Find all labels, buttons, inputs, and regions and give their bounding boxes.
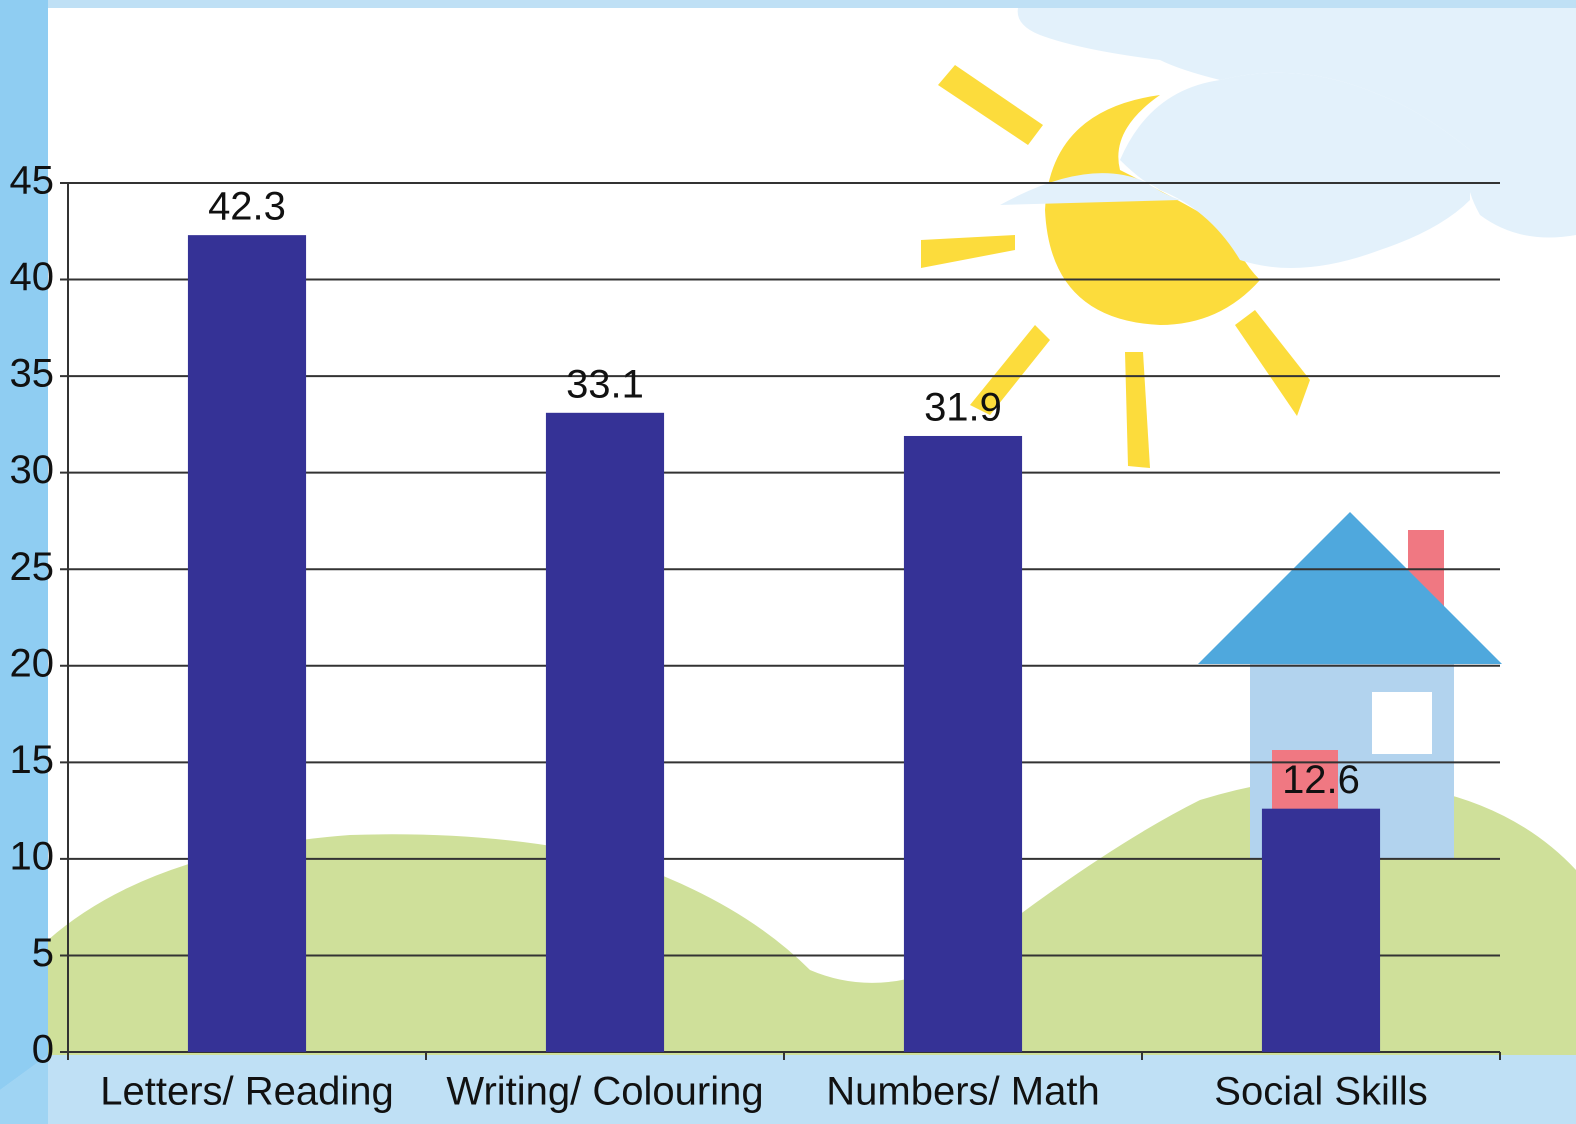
x-tick-label: Letters/ Reading (100, 1070, 394, 1114)
y-tick-label: 30 (10, 448, 55, 492)
y-tick-label: 15 (10, 738, 55, 782)
bar (187, 235, 307, 1052)
data-label: 31.9 (924, 386, 1002, 430)
sun (921, 65, 1310, 468)
y-tick-label: 25 (10, 545, 55, 589)
y-tick-label: 0 (32, 1028, 54, 1072)
bar (1261, 808, 1381, 1052)
data-label: 42.3 (208, 185, 286, 229)
y-tick-label: 20 (10, 641, 55, 685)
bottom-strip (0, 1055, 1576, 1124)
y-tick-label: 45 (10, 159, 55, 203)
y-tick-label: 10 (10, 834, 55, 878)
x-tick-label: Writing/ Colouring (446, 1070, 763, 1114)
y-tick-label: 5 (32, 931, 54, 975)
x-tick-label: Social Skills (1214, 1070, 1427, 1114)
x-tick-label: Numbers/ Math (826, 1070, 1099, 1114)
cloud-overlap (1000, 72, 1470, 269)
bar (545, 412, 665, 1052)
data-label: 33.1 (566, 362, 644, 406)
y-tick-label: 35 (10, 352, 55, 396)
hills (48, 777, 1576, 1060)
bar (903, 435, 1023, 1052)
y-tick-label: 40 (10, 255, 55, 299)
top-strip (0, 0, 1576, 8)
corner (0, 1055, 48, 1124)
cloud (1017, 8, 1576, 238)
left-strip (0, 0, 48, 1124)
data-label: 12.6 (1282, 758, 1360, 802)
